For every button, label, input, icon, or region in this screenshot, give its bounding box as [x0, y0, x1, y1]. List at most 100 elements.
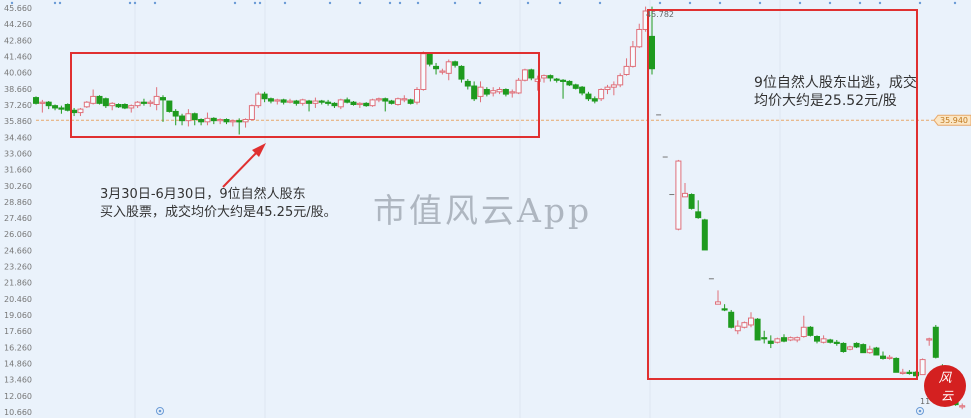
candle-body	[591, 98, 598, 102]
y-tick-label: 27.460	[4, 214, 32, 223]
candle-body	[401, 98, 408, 101]
candle-body	[102, 98, 109, 107]
candle-body	[682, 192, 688, 198]
candle-body	[623, 65, 630, 75]
event-dot	[283, 1, 287, 5]
y-tick-label: 23.260	[4, 263, 32, 272]
candle-body	[179, 115, 186, 122]
candle-body	[210, 117, 217, 122]
candle-body	[198, 119, 205, 123]
candle-body	[280, 99, 287, 103]
candle-body	[375, 98, 382, 101]
candle-body	[754, 318, 761, 341]
event-dot	[153, 1, 157, 5]
candle-body	[787, 337, 794, 341]
candle-body	[820, 338, 827, 343]
date-label-fragment: 11	[920, 397, 931, 406]
y-tick-label: 13.460	[4, 376, 32, 385]
arrow-line	[222, 149, 260, 188]
candle-body	[325, 101, 332, 104]
candle-body	[52, 105, 59, 109]
sell-period-box	[647, 9, 918, 380]
candle-body	[293, 100, 300, 104]
current-price-label: 35.940	[940, 116, 968, 125]
candle-body	[547, 75, 554, 79]
candle-body	[236, 120, 243, 123]
candle-body	[636, 28, 643, 48]
sell-annotation-line2: 均价大约是25.52元/股	[754, 93, 897, 109]
y-tick-label: 42.860	[4, 36, 32, 45]
logo-text: 风	[938, 371, 952, 386]
event-marker-icon	[916, 407, 924, 415]
event-dot	[478, 1, 482, 5]
candle-body	[426, 53, 433, 65]
candle-body	[721, 308, 728, 311]
candle-body	[502, 88, 509, 95]
y-tick-label: 31.660	[4, 166, 32, 175]
candle-body	[932, 326, 939, 358]
candle-body	[90, 95, 97, 104]
candle-body	[331, 102, 338, 107]
candle-body	[579, 86, 586, 94]
event-dot	[598, 1, 602, 5]
y-tick-label: 14.860	[4, 360, 32, 369]
candle-body	[267, 98, 274, 102]
candle-body	[847, 346, 853, 350]
event-dot	[758, 1, 762, 5]
buy-annotation-line2: 买入股票，成交均价大约是45.25元/股。	[100, 205, 337, 220]
y-tick-label: 38.660	[4, 85, 32, 94]
buy-annotation-line1: 3月30日-6月30日，9位自然人股东	[100, 187, 306, 202]
candle-body	[617, 75, 624, 86]
candle-body	[306, 100, 313, 104]
candle-body	[471, 85, 478, 100]
candle-body	[598, 88, 605, 100]
candle-body	[509, 91, 516, 94]
candle-body	[140, 101, 147, 104]
event-dot	[388, 1, 392, 5]
candle-body	[675, 160, 682, 230]
event-dot	[953, 1, 957, 5]
y-tick-label: 16.260	[4, 343, 32, 352]
candle-body	[860, 344, 867, 354]
event-dot	[658, 1, 662, 5]
y-tick-label: 17.660	[4, 327, 32, 336]
candle-body	[248, 105, 255, 121]
candle-body	[695, 211, 702, 219]
candle-body	[96, 95, 103, 104]
candle-body	[553, 78, 560, 81]
candle-body	[800, 326, 807, 338]
candle-body	[115, 103, 122, 108]
candle-body	[166, 100, 173, 112]
event-marker-icon	[156, 407, 164, 415]
candle-body	[420, 53, 427, 90]
event-dot	[878, 1, 882, 5]
event-dot	[328, 1, 332, 5]
candle-body	[585, 93, 592, 100]
candle-body	[128, 105, 135, 109]
buy-annotation: 3月30日-6月30日，9位自然人股东 买入股票，成交均价大约是45.25元/股…	[100, 186, 337, 222]
event-dot	[253, 1, 257, 5]
event-dot	[858, 1, 862, 5]
candle-body	[873, 347, 880, 356]
candle-body	[318, 100, 325, 103]
y-tick-label: 41.460	[4, 52, 32, 61]
candle-body	[394, 98, 401, 105]
y-tick-label: 40.060	[4, 69, 32, 78]
event-dot	[128, 1, 132, 5]
y-tick-label: 20.460	[4, 295, 32, 304]
candle-body	[807, 326, 814, 336]
candle-body	[452, 61, 459, 66]
candle-body	[741, 322, 748, 328]
event-dot	[453, 1, 457, 5]
candle-body	[45, 101, 52, 107]
candle-body	[827, 339, 834, 343]
event-dot	[416, 1, 420, 5]
candle-body	[688, 194, 695, 209]
candle-body	[356, 102, 363, 106]
candle-body	[566, 80, 573, 86]
candle-body	[899, 371, 906, 374]
candle-body	[312, 100, 319, 104]
candle-body	[560, 79, 567, 82]
event-dot	[258, 1, 262, 5]
